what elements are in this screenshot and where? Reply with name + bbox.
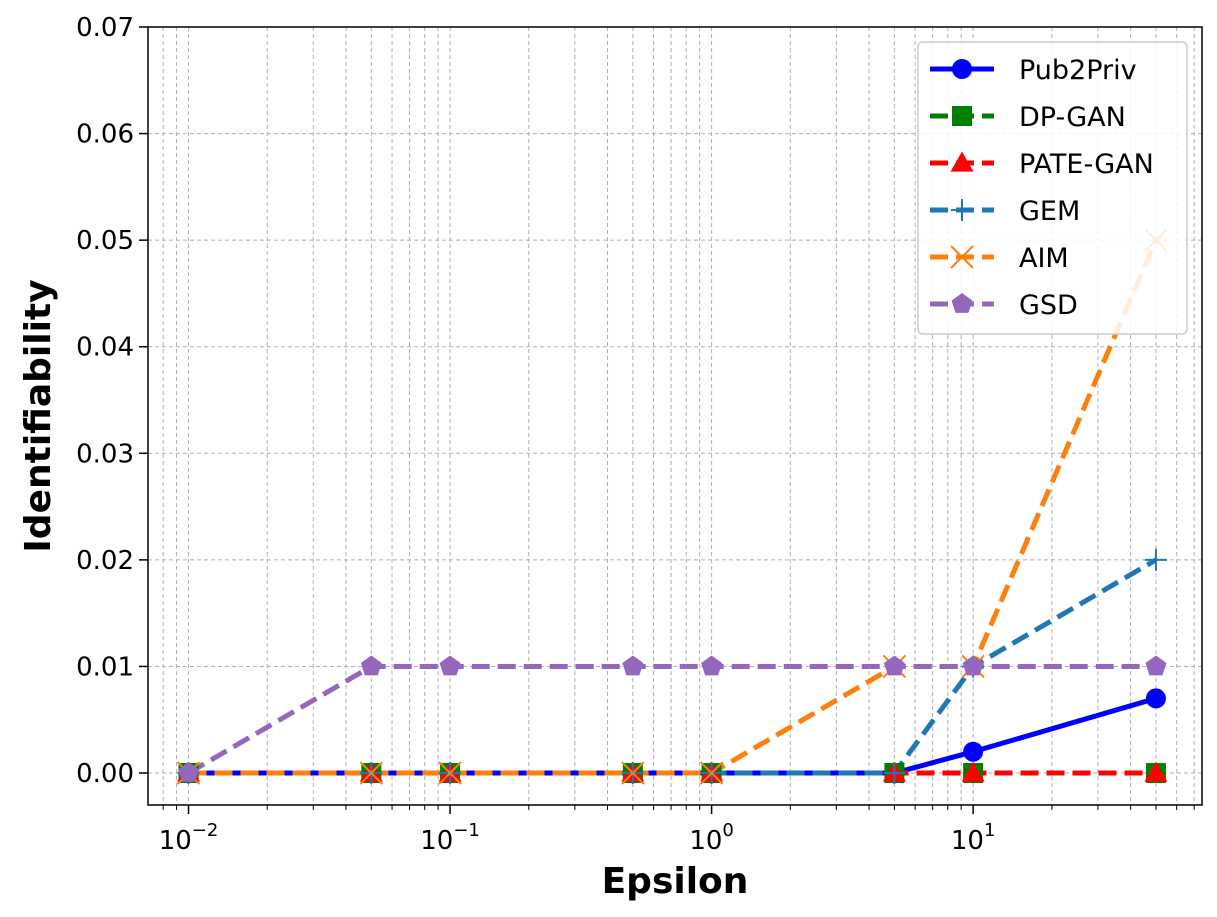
y-tick-label: 0.00 <box>76 759 134 789</box>
x-tick-label: 101 <box>951 820 996 856</box>
legend-marker-gsd <box>951 293 973 313</box>
y-tick-label: 0.04 <box>76 333 134 363</box>
legend-label-aim: AIM <box>1019 243 1069 274</box>
y-axis-title: Identifiability <box>18 279 59 552</box>
legend-marker-pate-gan <box>950 151 974 172</box>
y-tick-label: 0.06 <box>76 120 134 150</box>
legend: Pub2Priv DP-GAN PATE-GAN GEM AIM GSD <box>917 41 1188 335</box>
x-tick-label: 10−2 <box>159 820 219 856</box>
x-tick-label: 10−1 <box>420 820 480 856</box>
y-tick-label: 0.05 <box>76 226 134 256</box>
data-point-gsd <box>622 655 644 676</box>
data-point-aim <box>438 761 462 785</box>
legend-label-dp-gan: DP-GAN <box>1019 102 1126 133</box>
legend-marker-pub2priv <box>952 59 972 79</box>
legend-marker-gem <box>951 199 973 221</box>
series-line-aim <box>188 239 1159 776</box>
data-point-aim <box>359 761 384 785</box>
data-point-gsd <box>1145 655 1167 676</box>
y-tick-label: 0.03 <box>76 439 134 469</box>
data-point-pate-gan <box>1144 761 1168 782</box>
data-point-gem <box>1144 548 1167 571</box>
x-tick-label: 100 <box>689 820 734 856</box>
y-tick-label: 0.01 <box>76 652 134 682</box>
series-line-gsd <box>187 663 1156 776</box>
x-axis-title: Epsilon <box>602 861 749 902</box>
plot-frame <box>147 26 1203 806</box>
x-axis-ticks: 10−2 10−1 100 101 <box>159 805 996 856</box>
series-lines <box>187 239 1159 776</box>
y-axis-ticks: 0.00 0.01 0.02 0.03 0.04 0.05 0.06 0.07 <box>76 13 148 789</box>
data-point-pub2priv <box>1145 688 1166 709</box>
y-tick-label: 0.02 <box>76 546 134 576</box>
data-point-gsd <box>701 655 723 676</box>
legend-marker-aim <box>950 245 974 269</box>
legend-label-gsd: GSD <box>1019 290 1078 321</box>
y-tick-label: 0.07 <box>76 13 134 43</box>
data-point-gem <box>883 762 906 785</box>
data-point-pub2priv <box>963 741 984 762</box>
data-point-gsd <box>360 655 382 676</box>
data-point-gsd <box>439 655 461 676</box>
data-point-gsd <box>962 655 984 676</box>
legend-label-gem: GEM <box>1019 196 1080 227</box>
data-point-gsd <box>178 762 199 782</box>
data-point-aim <box>699 761 724 785</box>
data-point-aim <box>621 761 645 785</box>
data-point-gsd <box>883 655 905 676</box>
legend-label-pate-gan: PATE-GAN <box>1019 149 1154 180</box>
legend-label-pub2priv: Pub2Priv <box>1019 55 1137 86</box>
legend-marker-dp-gan <box>952 106 972 126</box>
data-point-pate-gan <box>961 761 985 782</box>
